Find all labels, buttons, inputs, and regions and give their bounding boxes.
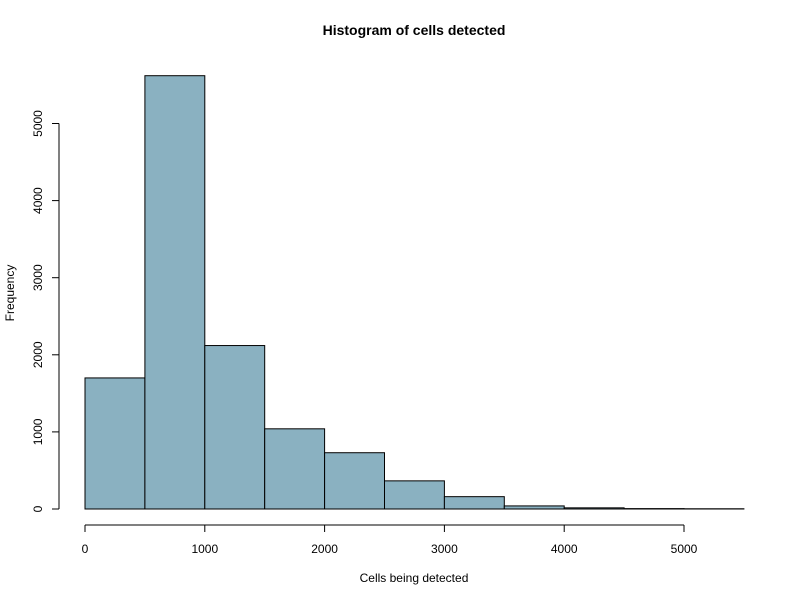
histogram-bar xyxy=(503,505,565,510)
y-tick-label: 3000 xyxy=(31,264,45,291)
x-tick-label: 1000 xyxy=(191,542,218,556)
y-tick-label: 1000 xyxy=(31,418,45,445)
histogram-bar xyxy=(384,480,445,510)
y-axis-label: Frequency xyxy=(3,265,17,322)
histogram-bar xyxy=(204,345,266,510)
y-tick-label: 4000 xyxy=(31,187,45,214)
y-tick-label: 0 xyxy=(31,505,45,512)
y-axis: 0 1000 2000 3000 4000 5000 xyxy=(31,110,60,512)
y-tick-label: 5000 xyxy=(31,110,45,137)
chart-title: Histogram of cells detected xyxy=(323,22,506,38)
x-axis-label: Cells being detected xyxy=(360,571,469,585)
y-tick-label: 2000 xyxy=(31,341,45,368)
histogram-bar xyxy=(563,507,625,510)
x-axis: 0 1000 2000 3000 4000 5000 xyxy=(82,524,698,556)
histogram-bar xyxy=(264,428,326,510)
histogram-bar xyxy=(84,377,146,510)
x-tick-label: 3000 xyxy=(431,542,458,556)
x-tick-label: 2000 xyxy=(311,542,338,556)
x-tick-label: 5000 xyxy=(671,542,698,556)
x-tick-label: 0 xyxy=(82,542,89,556)
histogram-bar xyxy=(443,496,505,510)
bars-group xyxy=(84,75,745,510)
histogram-bar xyxy=(144,75,206,510)
histogram-bar xyxy=(324,452,386,510)
x-tick-label: 4000 xyxy=(551,542,578,556)
